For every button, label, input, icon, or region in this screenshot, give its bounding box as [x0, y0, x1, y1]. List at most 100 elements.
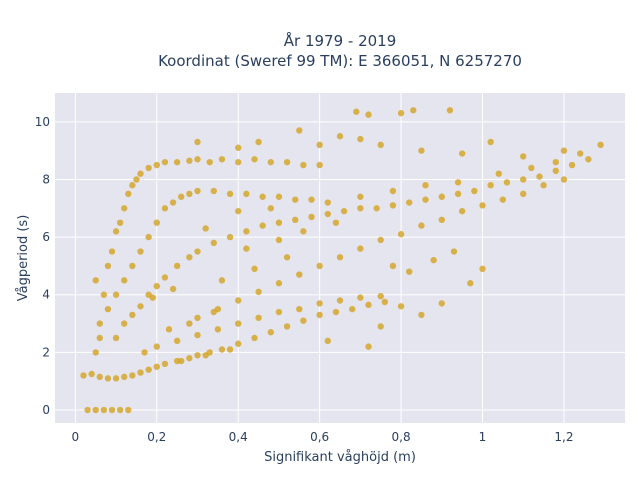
data-point	[96, 320, 103, 327]
data-point	[210, 239, 217, 247]
data-point	[255, 288, 262, 296]
data-point	[467, 280, 474, 287]
data-point	[243, 245, 250, 252]
x-tick-label: 0,8	[392, 430, 411, 444]
x-tick-label: 1,2	[554, 430, 573, 444]
data-point	[173, 262, 181, 270]
data-point	[186, 354, 193, 362]
data-point	[100, 406, 108, 414]
data-point	[210, 187, 217, 195]
data-point	[487, 182, 494, 189]
data-point	[210, 308, 217, 316]
data-point	[336, 133, 344, 140]
data-point	[165, 326, 173, 333]
data-point	[471, 187, 478, 195]
data-point	[597, 141, 604, 149]
data-point	[418, 147, 425, 154]
data-point	[161, 360, 169, 368]
y-tick-label: 8	[42, 172, 50, 186]
data-point	[458, 150, 466, 157]
data-point	[153, 161, 160, 169]
data-point	[332, 308, 340, 316]
data-point	[275, 193, 283, 200]
data-point	[218, 346, 226, 353]
data-point	[389, 262, 397, 270]
data-point	[365, 301, 372, 309]
data-point	[153, 363, 160, 370]
data-point	[145, 164, 152, 172]
data-point	[552, 167, 559, 175]
data-point	[121, 373, 128, 381]
data-point	[116, 219, 124, 226]
data-point	[121, 277, 128, 284]
data-point	[357, 193, 364, 200]
x-tick-label: 1	[479, 430, 487, 444]
data-point	[251, 334, 258, 342]
data-point	[108, 406, 116, 414]
data-point	[125, 406, 132, 414]
x-axis-label: Signifikant våghöjd (m)	[264, 450, 416, 465]
data-point	[267, 329, 274, 336]
data-point	[226, 346, 234, 353]
data-point	[121, 320, 128, 327]
data-point	[178, 357, 185, 365]
data-point	[218, 277, 226, 284]
data-point	[226, 233, 234, 241]
data-point	[96, 373, 103, 381]
data-point	[296, 271, 303, 278]
data-point	[357, 245, 364, 252]
data-point	[316, 161, 323, 169]
data-point	[161, 205, 169, 212]
data-point	[255, 138, 262, 146]
data-point	[129, 372, 136, 379]
data-point	[397, 109, 405, 117]
data-point	[235, 207, 242, 215]
data-point	[80, 372, 87, 379]
data-point	[108, 248, 116, 255]
data-point	[479, 265, 486, 273]
data-point	[214, 326, 222, 333]
data-points	[80, 107, 604, 414]
data-point	[145, 233, 152, 241]
data-point	[377, 292, 384, 300]
data-point	[520, 190, 527, 198]
data-point	[397, 231, 405, 238]
data-point	[324, 210, 331, 218]
data-point	[296, 305, 303, 313]
y-tick-label: 2	[42, 345, 50, 359]
data-point	[377, 236, 384, 244]
data-point	[145, 366, 152, 373]
data-point	[422, 196, 429, 203]
data-point	[308, 213, 315, 221]
data-point	[324, 337, 331, 345]
y-tick-label: 6	[42, 230, 50, 244]
data-point	[300, 161, 307, 169]
data-point	[275, 219, 283, 226]
data-point	[365, 111, 372, 118]
x-tick-label: 0,6	[310, 430, 329, 444]
data-point	[137, 369, 144, 376]
y-tick-labels: 0 2 4 6 8 10	[35, 115, 50, 417]
data-point	[292, 216, 299, 224]
data-point	[235, 340, 242, 347]
data-point	[112, 334, 120, 342]
y-axis-label: Vågperiod (s)	[16, 215, 31, 302]
data-point	[353, 108, 360, 115]
data-point	[275, 236, 283, 244]
data-point	[153, 219, 160, 226]
data-point	[283, 158, 291, 166]
data-point	[349, 305, 356, 313]
data-point	[235, 320, 242, 327]
data-point	[316, 262, 323, 270]
data-point	[418, 311, 425, 319]
data-point	[84, 406, 91, 414]
data-point	[194, 187, 201, 195]
data-point	[226, 190, 234, 198]
data-point	[178, 193, 185, 200]
data-point	[194, 314, 201, 322]
x-tick-label: 0,2	[147, 430, 166, 444]
data-point	[169, 199, 177, 206]
data-point	[308, 196, 315, 203]
data-point	[365, 343, 372, 350]
data-point	[251, 265, 258, 273]
